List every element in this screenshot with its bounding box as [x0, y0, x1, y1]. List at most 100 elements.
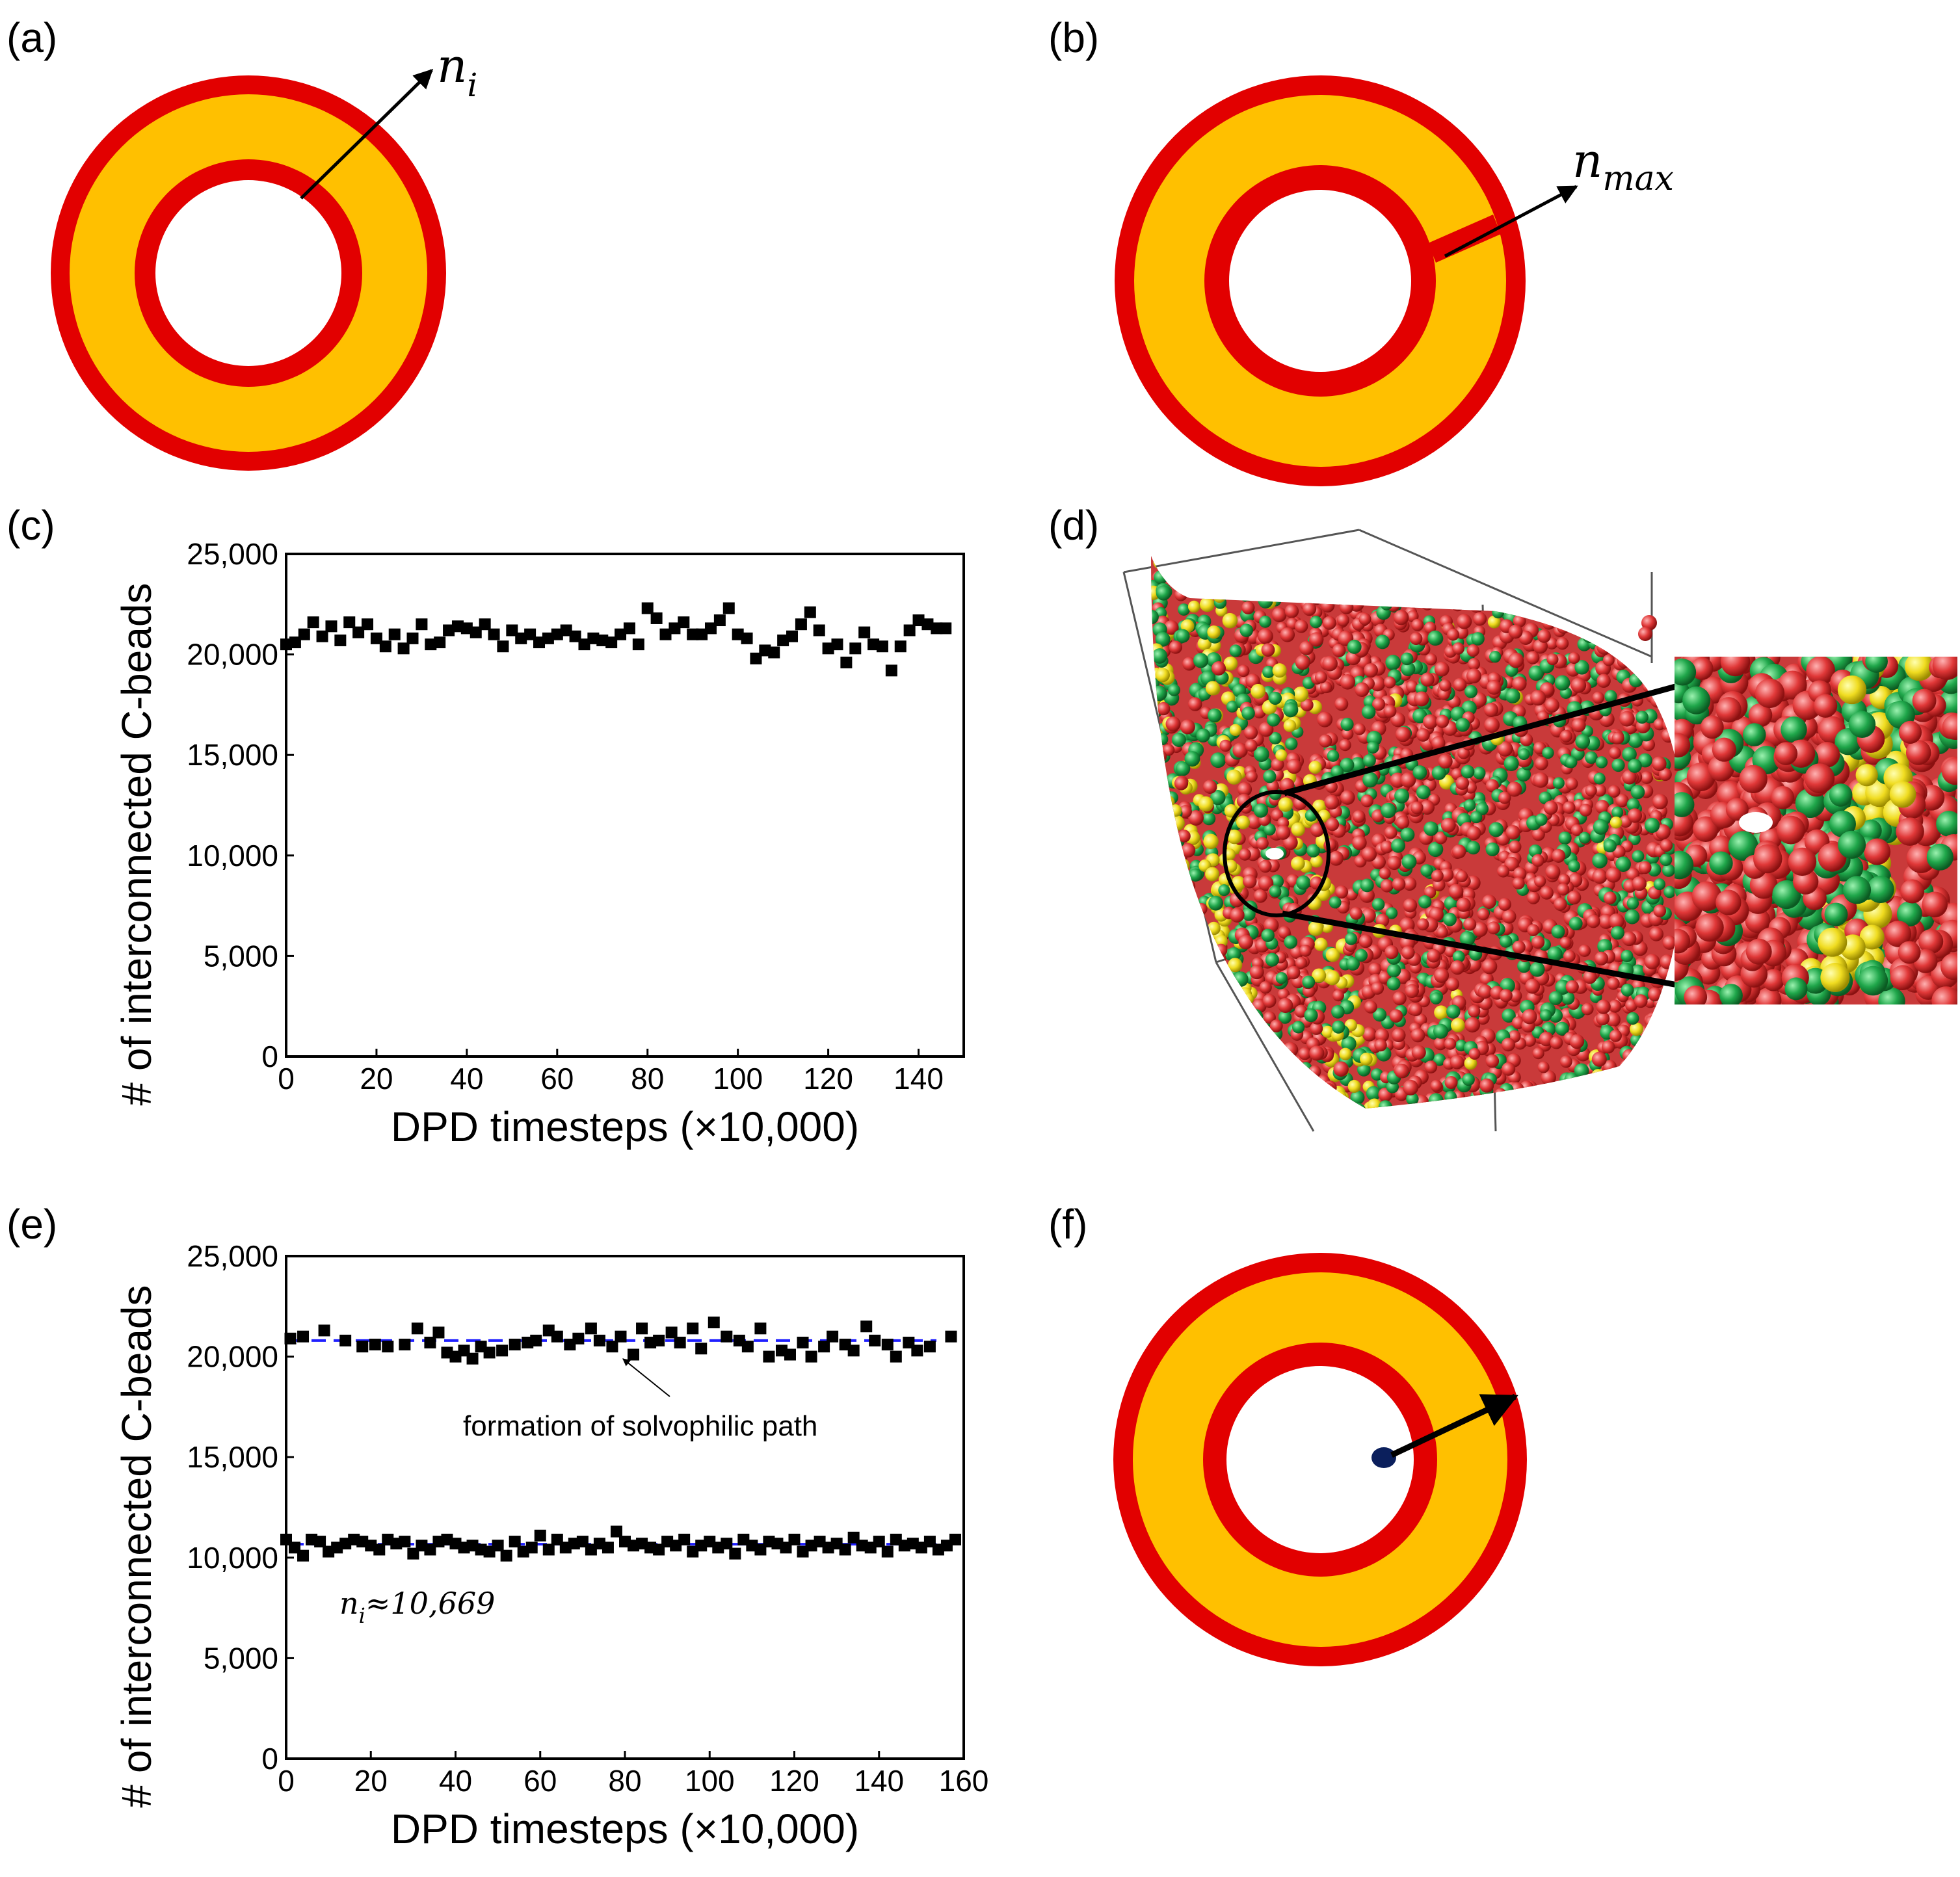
- bead: [1701, 715, 1724, 739]
- bead: [1548, 991, 1563, 1005]
- bead: [1574, 1092, 1590, 1107]
- bead: [1193, 965, 1205, 978]
- bead: [1434, 831, 1448, 845]
- bead: [1151, 794, 1161, 806]
- bead: [1159, 1055, 1173, 1070]
- bead: [1866, 876, 1894, 904]
- bead: [1501, 1038, 1515, 1052]
- bead: [1468, 658, 1481, 670]
- bead: [1551, 925, 1565, 939]
- bead: [1518, 748, 1530, 761]
- bead: [1267, 713, 1280, 727]
- bead: [1185, 1017, 1198, 1030]
- bead: [1638, 861, 1652, 874]
- bead: [1239, 1063, 1255, 1079]
- data-point: [881, 1339, 894, 1351]
- bead: [1353, 556, 1369, 562]
- bead: [1241, 569, 1256, 584]
- bead: [1505, 825, 1520, 840]
- bead: [1468, 1004, 1481, 1017]
- bead: [1409, 1003, 1423, 1016]
- bead: [1151, 886, 1158, 900]
- bead: [1581, 1003, 1594, 1016]
- bead: [1641, 1059, 1656, 1074]
- bead: [1614, 613, 1626, 625]
- data-point: [784, 1348, 796, 1361]
- bead: [1571, 586, 1587, 601]
- bead: [1308, 761, 1322, 774]
- bead: [1151, 827, 1161, 843]
- bead: [1591, 1069, 1605, 1083]
- bead: [1507, 781, 1522, 797]
- bead: [1602, 580, 1618, 595]
- bead: [1575, 734, 1591, 749]
- data-point: [945, 1330, 957, 1343]
- data-point: [451, 620, 464, 633]
- bead: [1530, 962, 1545, 977]
- bead: [1154, 750, 1167, 763]
- bead: [1326, 556, 1341, 571]
- bead: [1629, 673, 1643, 688]
- bead: [1621, 596, 1635, 610]
- data-point: [840, 656, 853, 668]
- bead: [1602, 559, 1617, 573]
- bead: [1309, 592, 1323, 605]
- bead: [1205, 681, 1220, 696]
- bead: [1163, 1088, 1178, 1103]
- bead: [1349, 556, 1362, 569]
- bead: [1226, 1086, 1242, 1103]
- bead: [1451, 1018, 1465, 1032]
- bead: [1568, 860, 1580, 873]
- data-point: [470, 626, 482, 638]
- bead: [1155, 1064, 1168, 1077]
- bead: [1611, 758, 1625, 772]
- bead: [1453, 556, 1468, 562]
- bead: [1652, 1074, 1667, 1089]
- bead: [1742, 723, 1766, 746]
- bead: [1386, 977, 1401, 991]
- bead: [1890, 965, 1916, 991]
- data-point: [678, 616, 690, 629]
- bead: [1457, 614, 1472, 629]
- data-point: [334, 634, 347, 646]
- bead: [1864, 838, 1891, 865]
- bead: [1396, 556, 1412, 572]
- data-point: [551, 1330, 563, 1343]
- bead: [1175, 890, 1191, 906]
- bead: [1755, 678, 1785, 709]
- bead: [1720, 657, 1751, 677]
- bead: [1508, 652, 1524, 668]
- data-point: [509, 1536, 521, 1548]
- bead: [1275, 825, 1291, 840]
- bead: [1318, 1105, 1333, 1109]
- bead: [1656, 611, 1670, 625]
- bead: [1472, 1094, 1486, 1108]
- bead: [1491, 592, 1507, 607]
- bead: [1662, 863, 1675, 877]
- bead: [1512, 877, 1525, 890]
- bead: [1608, 785, 1621, 798]
- data-point: [297, 1330, 310, 1343]
- data-point: [940, 622, 952, 635]
- bead: [1622, 571, 1639, 587]
- bead: [1456, 897, 1471, 912]
- data-point: [399, 1339, 411, 1351]
- bead: [1360, 794, 1373, 807]
- bead: [1253, 889, 1267, 903]
- bead: [1197, 1100, 1212, 1109]
- bead: [1284, 935, 1298, 949]
- bead: [1291, 856, 1305, 871]
- bead: [1322, 1087, 1338, 1103]
- bead: [1453, 585, 1467, 599]
- bead: [1151, 860, 1163, 875]
- data-point: [352, 626, 365, 638]
- bead: [1406, 1092, 1419, 1106]
- bead: [1544, 563, 1558, 577]
- bead: [1189, 1078, 1202, 1092]
- bead: [1420, 672, 1435, 687]
- bead: [1174, 1044, 1188, 1057]
- bead: [1158, 1094, 1173, 1109]
- bead: [1204, 973, 1219, 987]
- nmax-label: nmax: [1572, 133, 1674, 198]
- bead: [1664, 1076, 1677, 1089]
